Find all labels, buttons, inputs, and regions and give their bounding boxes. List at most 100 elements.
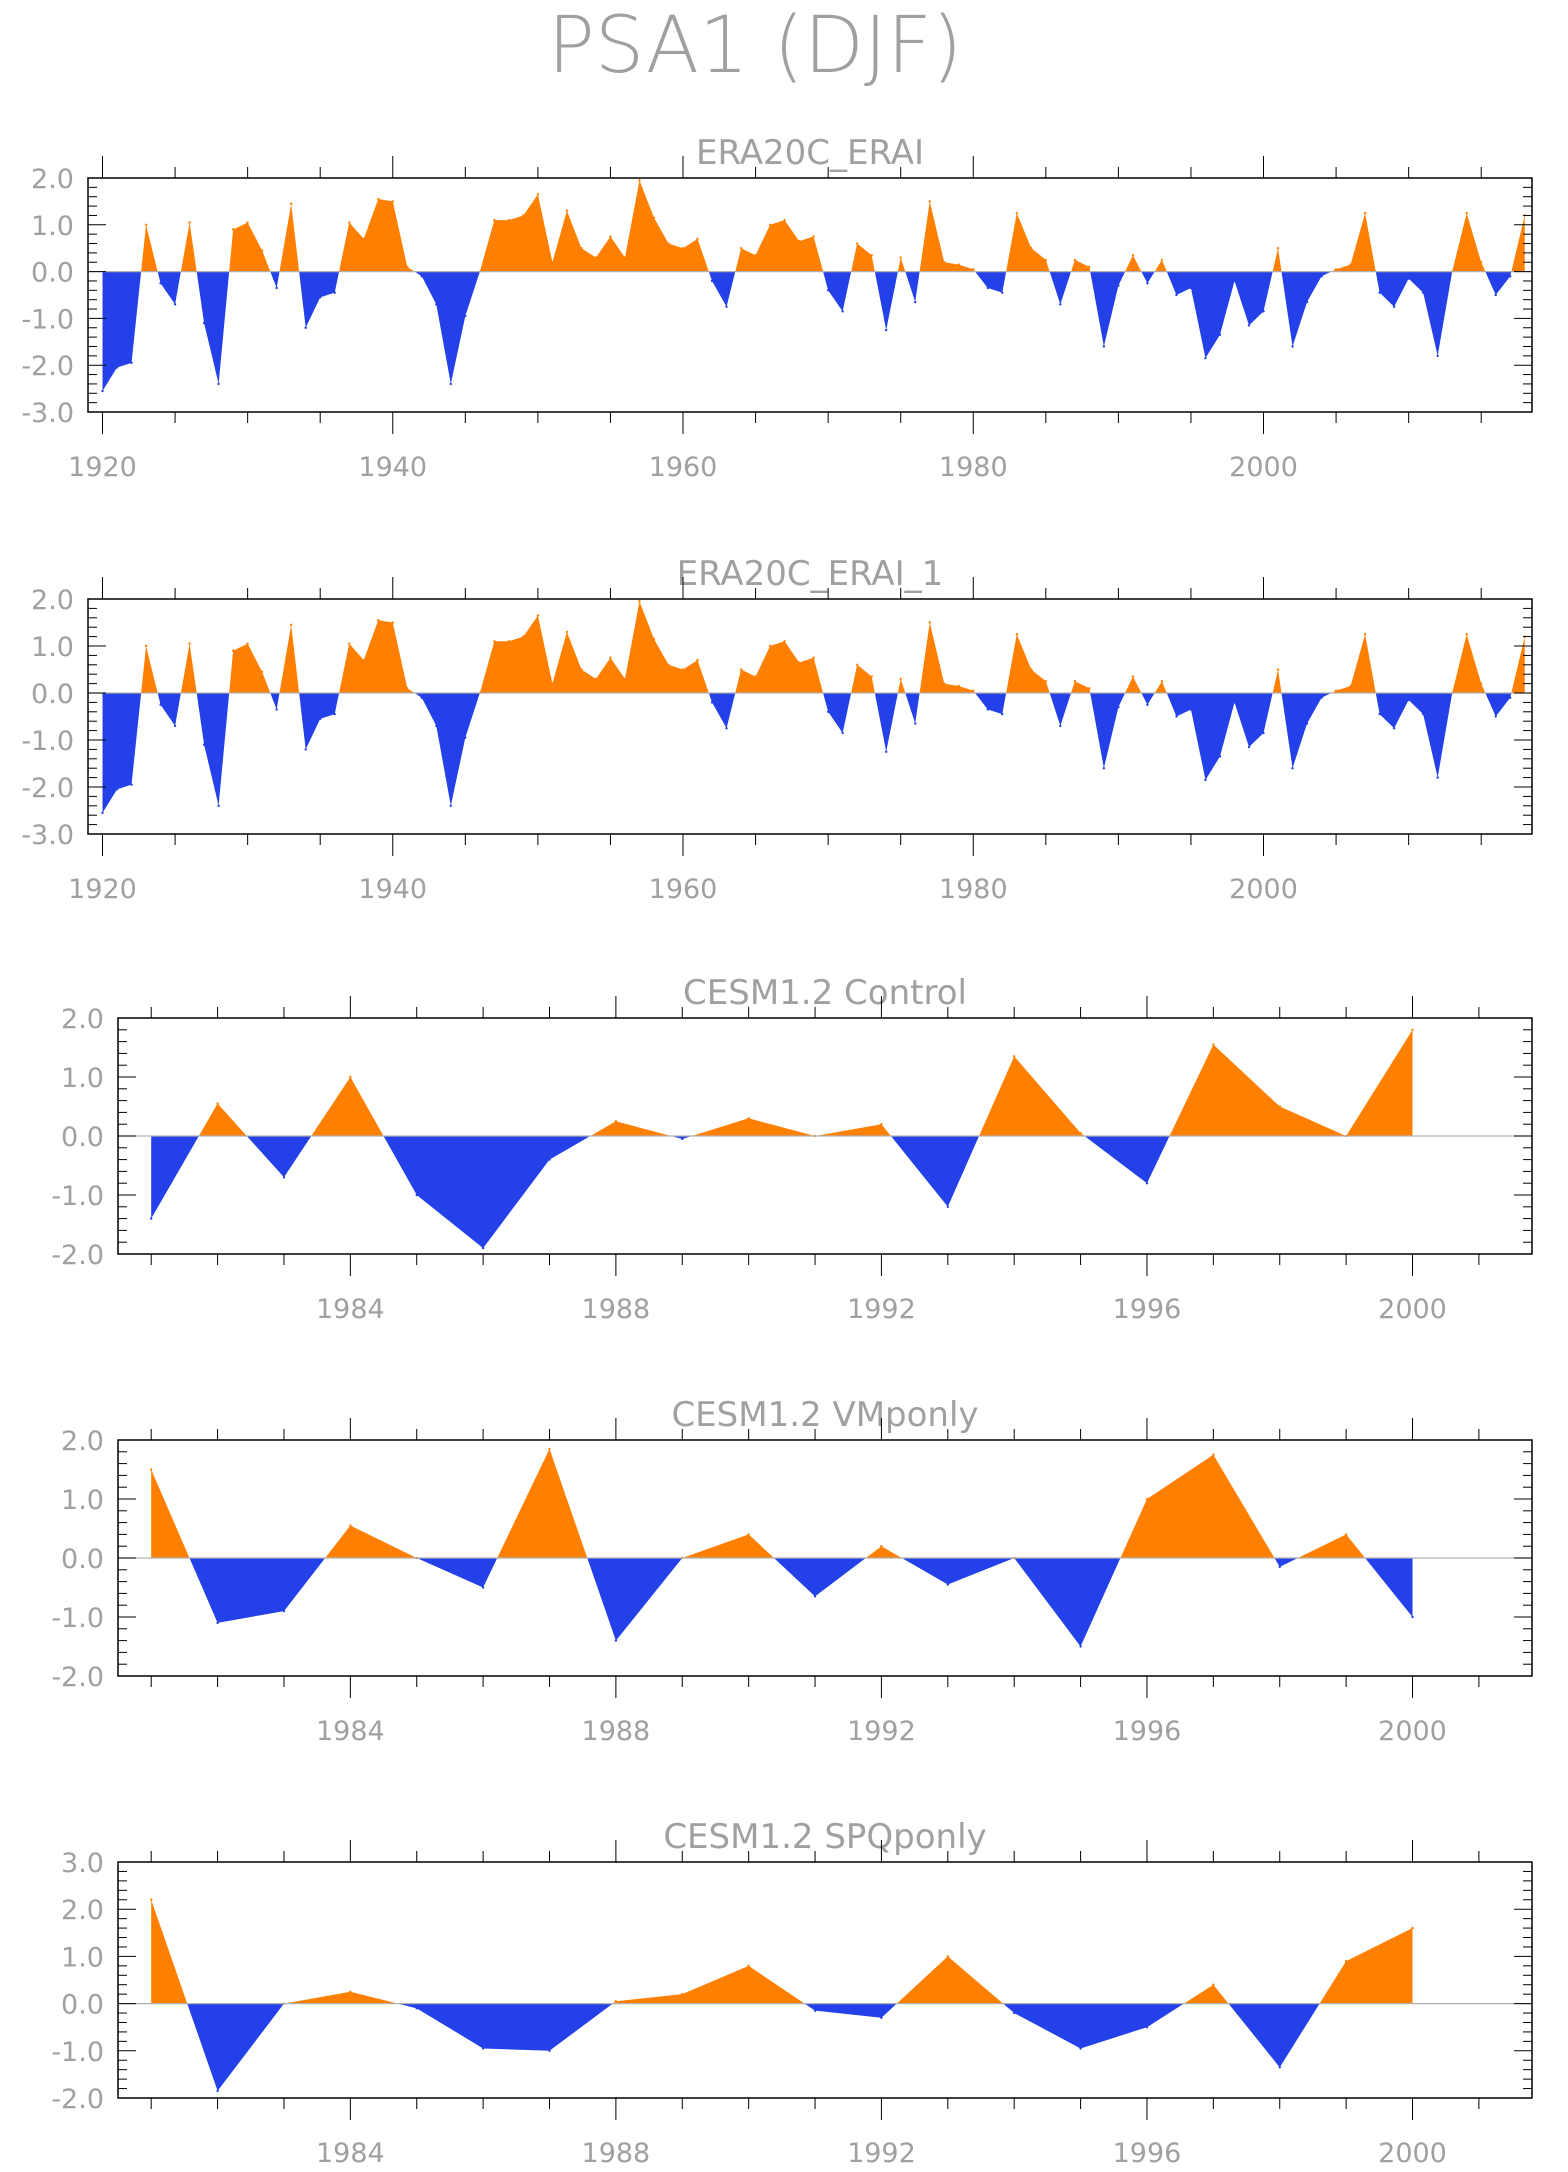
data-point [1276, 247, 1280, 250]
data-point [1509, 696, 1512, 699]
data-point [914, 722, 917, 725]
data-point [1320, 275, 1323, 278]
x-tick-label: 1992 [847, 2138, 916, 2169]
y-tick-label: 0.0 [31, 258, 74, 289]
data-point [319, 296, 322, 299]
data-point [1117, 705, 1120, 709]
data-point [449, 382, 453, 386]
data-point [813, 1595, 817, 1598]
data-point [1160, 680, 1164, 683]
data-point [1494, 293, 1497, 297]
data-point [548, 1447, 551, 1451]
data-point [348, 221, 351, 224]
data-point [594, 677, 598, 681]
y-tick-label: 1.0 [61, 1485, 104, 1516]
data-point [435, 724, 438, 728]
data-point [1291, 767, 1294, 770]
data-point [522, 214, 525, 217]
x-tick-label: 1940 [358, 874, 427, 905]
data-point [1030, 668, 1033, 671]
data-point [812, 235, 815, 238]
data-point [115, 788, 119, 791]
data-point [217, 382, 220, 386]
data-point [1421, 291, 1425, 294]
data-point [1218, 755, 1222, 758]
data-point [1334, 268, 1338, 271]
x-tick-label: 2000 [1378, 1294, 1447, 1325]
data-point [1465, 211, 1468, 215]
y-tick-label: -2.0 [21, 351, 74, 382]
x-tick-label: 1920 [68, 452, 137, 483]
data-point [747, 1117, 750, 1120]
y-tick-label: -1.0 [51, 1181, 104, 1212]
data-point [1233, 279, 1236, 283]
data-point [1291, 345, 1294, 348]
data-point [349, 1524, 352, 1527]
data-point [1494, 715, 1497, 718]
data-point [813, 2009, 817, 2012]
positive-anomaly-area [102, 601, 1525, 693]
x-tick-label: 1992 [847, 1294, 916, 1325]
x-tick-label: 2000 [1229, 452, 1298, 483]
data-point [880, 1123, 883, 1126]
data-point [149, 1468, 153, 1471]
data-point [681, 1137, 684, 1141]
data-point [1146, 703, 1149, 706]
data-point [580, 668, 583, 671]
data-point [1278, 2066, 1281, 2069]
data-point [1001, 291, 1004, 294]
data-point [1131, 254, 1135, 257]
data-point [1436, 354, 1439, 358]
data-point [1278, 1105, 1281, 1108]
data-point [783, 218, 786, 222]
data-point [652, 637, 656, 641]
chart-panel-spqponly: CESM1.2 SPQponly 3.0 2.0 1.0 0.0 -1.0 -2.0 1984… [51, 1817, 1533, 2169]
x-tick-label: 1960 [649, 874, 718, 905]
data-point [1411, 1028, 1414, 1032]
y-tick-label: -3.0 [21, 820, 74, 851]
data-point [481, 1586, 485, 1589]
positive-anomaly-area [151, 1448, 1413, 1558]
data-point [159, 282, 162, 285]
negative-anomaly-area [151, 2003, 1413, 2091]
data-point [1392, 305, 1396, 308]
data-point [1247, 324, 1251, 327]
x-tick-label: 2000 [1378, 2138, 1447, 2169]
data-point [783, 640, 786, 643]
data-point [972, 689, 975, 692]
data-point [304, 748, 307, 751]
data-point [130, 361, 133, 365]
data-point [623, 677, 627, 681]
data-point [231, 649, 235, 652]
data-point [1407, 277, 1410, 280]
y-tick-label: 0.0 [61, 1122, 104, 1153]
x-tick-label: 1996 [1113, 2138, 1182, 2169]
data-point [1349, 263, 1352, 266]
data-point [1334, 689, 1338, 692]
data-point [449, 804, 453, 807]
panel-title: CESM1.2 VMponly [671, 1395, 978, 1435]
data-point [149, 1217, 153, 1220]
data-point [362, 658, 365, 662]
data-point [282, 1609, 286, 1613]
data-point [1204, 778, 1207, 782]
data-point [768, 223, 772, 226]
data-point [754, 675, 757, 678]
data-point [1212, 1453, 1215, 1456]
y-tick-label: -1.0 [51, 2037, 104, 2068]
data-point [507, 640, 511, 643]
data-point [289, 202, 293, 205]
data-point [415, 1193, 418, 1197]
figure-title: PSA1 (DJF) [548, 1, 963, 91]
data-point [464, 314, 467, 318]
y-tick-label: 2.0 [61, 1004, 104, 1035]
data-point [681, 1992, 684, 1996]
data-point [928, 621, 931, 624]
data-point [1411, 1926, 1414, 1930]
data-point [415, 2007, 418, 2010]
data-point [1117, 284, 1120, 287]
data-point [986, 286, 989, 290]
data-point [1013, 1055, 1016, 1058]
data-point [826, 710, 830, 713]
